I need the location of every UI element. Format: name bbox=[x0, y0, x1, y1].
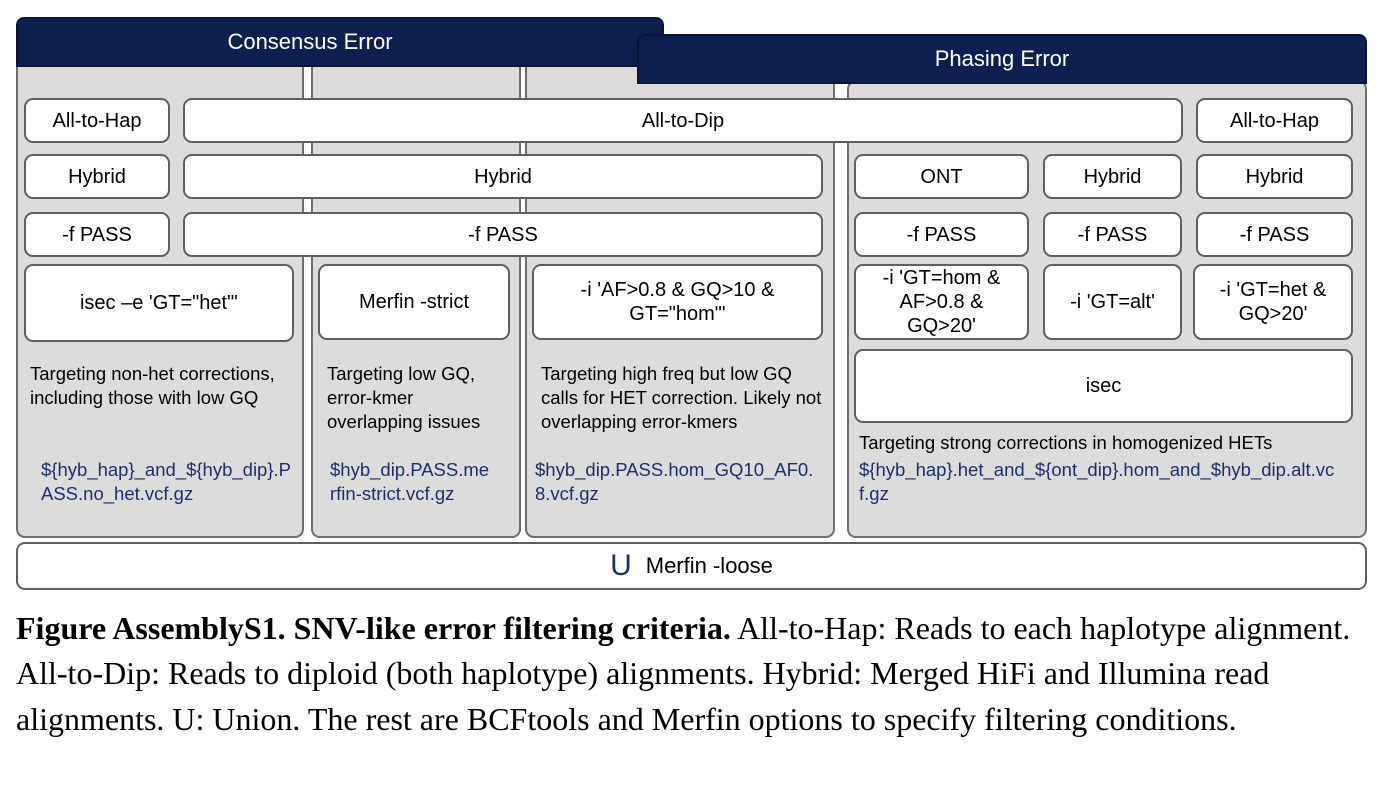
pass-box-4: -f PASS bbox=[1043, 212, 1182, 257]
gt-alt-box: -i 'GT=alt' bbox=[1043, 264, 1182, 340]
pass-box-5: -f PASS bbox=[1196, 212, 1353, 257]
hybrid-box-4: Hybrid bbox=[1196, 154, 1353, 199]
consensus-error-header: Consensus Error bbox=[16, 17, 664, 67]
file-column-3: $hyb_dip.PASS.hom_GQ10_AF0.8.vcf.gz bbox=[535, 459, 814, 505]
pass-box-2: -f PASS bbox=[183, 212, 823, 257]
figure-caption: Figure AssemblyS1. SNV-like error filter… bbox=[16, 606, 1382, 742]
description-column-3: Targeting high freq but low GQ calls for… bbox=[541, 363, 822, 433]
all-to-dip-box: All-to-Dip bbox=[183, 98, 1183, 143]
ont-box: ONT bbox=[854, 154, 1029, 199]
phasing-error-header: Phasing Error bbox=[637, 34, 1367, 84]
pass-box-3: -f PASS bbox=[854, 212, 1029, 257]
hybrid-box-2: Hybrid bbox=[183, 154, 823, 199]
caption-body: All-to-Hap: Reads to each haplotype alig… bbox=[16, 610, 1351, 737]
description-column-2: Targeting low GQ, error-kmer overlapping… bbox=[327, 363, 481, 433]
merfin-loose-label: Merfin -loose bbox=[645, 553, 773, 578]
union-symbol: U bbox=[610, 549, 632, 582]
gt-hom-af-gq-box: -i 'GT=hom & AF>0.8 & GQ>20' bbox=[854, 264, 1029, 340]
gt-het-gq-box: -i 'GT=het & GQ>20' bbox=[1193, 264, 1353, 340]
hybrid-box-1: Hybrid bbox=[24, 154, 170, 199]
hybrid-box-3: Hybrid bbox=[1043, 154, 1182, 199]
merfin-strict-box: Merfin -strict bbox=[318, 264, 510, 340]
caption-title: Figure AssemblyS1. SNV-like error filter… bbox=[16, 610, 731, 646]
af-gq-hom-box: -i 'AF>0.8 & GQ>10 & GT="hom"' bbox=[532, 264, 823, 340]
isec-box: isec bbox=[854, 349, 1353, 423]
description-column-1: Targeting non-het corrections, including… bbox=[30, 363, 275, 409]
file-column-2: $hyb_dip.PASS.merfin-strict.vcf.gz bbox=[330, 459, 490, 505]
pass-box-1: -f PASS bbox=[24, 212, 170, 257]
all-to-hap-box-left: All-to-Hap bbox=[24, 98, 170, 143]
file-column-1: ${hyb_hap}_and_${hyb_dip}.PASS.no_het.vc… bbox=[41, 459, 292, 505]
isec-het-box: isec –e 'GT="het"' bbox=[24, 264, 294, 342]
all-to-hap-box-right: All-to-Hap bbox=[1196, 98, 1353, 143]
union-merfin-loose-bar: U Merfin -loose bbox=[16, 542, 1367, 590]
description-column-4: Targeting strong corrections in homogeni… bbox=[859, 432, 1273, 453]
file-column-4: ${hyb_hap}.het_and_${ont_dip}.hom_and_$h… bbox=[859, 459, 1335, 505]
